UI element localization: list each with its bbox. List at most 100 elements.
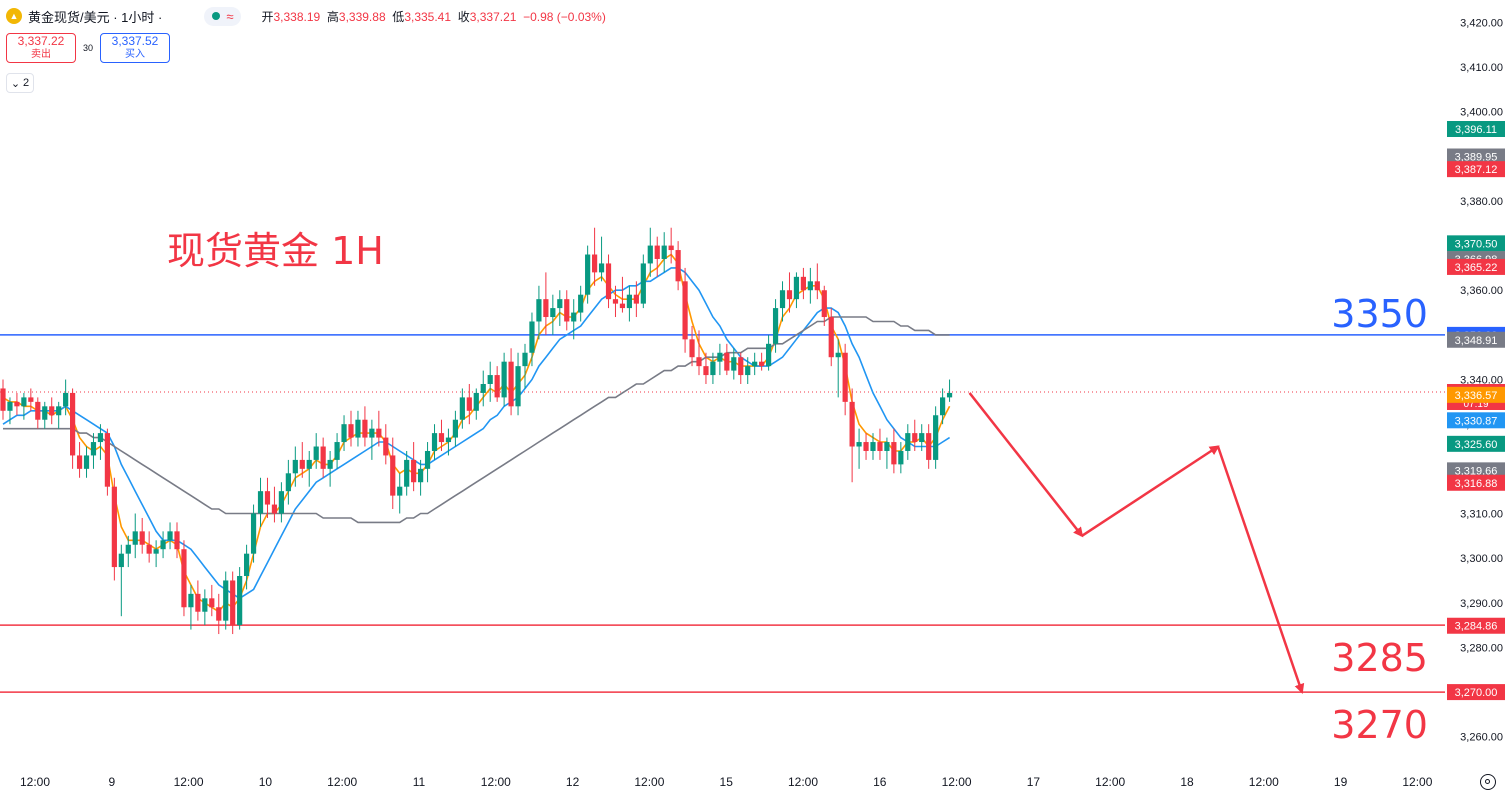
price-tag-bg	[1447, 161, 1505, 178]
time-tick-label: 12:00	[942, 775, 972, 789]
price-tag-label: 3,370.50	[1455, 238, 1498, 250]
time-tick-label: 18	[1180, 775, 1194, 789]
delayed-data-icon: ≈	[226, 8, 234, 24]
candle	[97, 424, 104, 460]
projection-arrow	[968, 392, 1084, 538]
buy-button[interactable]: 3,337.52 买入	[100, 33, 170, 63]
candle	[376, 410, 382, 447]
candle	[522, 343, 528, 389]
chart-settings-icon[interactable]	[1480, 774, 1496, 790]
time-tick-label: 12	[566, 775, 580, 789]
candle	[536, 285, 542, 340]
candle	[550, 294, 556, 335]
time-tick-label: 16	[873, 775, 887, 789]
candle	[70, 388, 76, 469]
price-tag-label: 3,284.86	[1455, 621, 1498, 633]
candle-body	[473, 392, 479, 411]
price-tag-bg	[1447, 258, 1505, 275]
market-status-pill[interactable]: ≈	[204, 6, 242, 26]
candle-body	[369, 428, 375, 438]
candle	[508, 348, 514, 416]
candle	[926, 424, 932, 469]
price-tag: 3,316.88	[1447, 474, 1505, 491]
candle	[480, 370, 486, 407]
candle	[515, 352, 521, 416]
candle-body	[21, 397, 27, 407]
candle	[919, 424, 925, 451]
candle-body	[174, 531, 180, 550]
candle	[216, 593, 222, 635]
candle-body	[863, 442, 869, 451]
candle	[174, 522, 180, 559]
candle	[313, 433, 319, 469]
candle	[828, 308, 834, 367]
price-tick-label: 3,310.00	[1460, 508, 1503, 520]
candle	[278, 482, 284, 523]
candle	[320, 437, 326, 478]
candle	[146, 531, 152, 563]
chevron-down-icon: ⌄	[10, 77, 21, 90]
candle-body	[710, 361, 716, 376]
candle	[752, 352, 758, 376]
candle	[905, 424, 911, 460]
candle-body	[578, 294, 584, 313]
candle-body	[536, 299, 542, 322]
candle	[772, 299, 779, 353]
candle-body	[807, 281, 813, 291]
candle-body	[244, 553, 250, 576]
candle	[257, 477, 264, 527]
candle	[244, 544, 250, 590]
candle-body	[278, 491, 284, 514]
time-tick-label: 12:00	[481, 775, 511, 789]
candle-body	[786, 290, 793, 300]
candle	[237, 567, 243, 630]
price-tag-label: 3,389.95	[1455, 152, 1498, 164]
time-tick-label: 12:00	[1249, 775, 1279, 789]
candle-body	[264, 491, 271, 505]
candle-body	[738, 357, 744, 376]
projection-arrow	[1081, 445, 1220, 537]
candle	[438, 419, 445, 451]
price-axis: 3,260.00 3,270.00 3,280.00 3,290.00 3,300.00…	[1445, 0, 1510, 796]
candle-body	[626, 294, 632, 309]
candle-body	[696, 357, 702, 367]
sell-button[interactable]: 3,337.22 卖出	[6, 33, 76, 63]
price-tag-bg	[1447, 148, 1505, 165]
candle-body	[14, 401, 20, 407]
candle	[786, 272, 793, 313]
candle	[619, 276, 626, 313]
candle	[418, 459, 424, 496]
candle-body	[675, 250, 681, 282]
time-tick-label: 17	[1027, 775, 1041, 789]
projection-arrows	[968, 392, 1305, 694]
candlesticks	[0, 227, 953, 635]
indicators-toggle-button[interactable]: ⌄ 2	[6, 73, 34, 93]
candle	[633, 281, 639, 318]
candle	[612, 285, 619, 318]
symbol-header: ▲ 黄金现货/美元 · 1小时 · ≈ 开3,338.19 高3,339.88 …	[6, 4, 606, 28]
candle-body	[63, 392, 69, 407]
candle-body	[759, 361, 765, 367]
candle-body	[703, 366, 709, 376]
time-tick-label: 12:00	[788, 775, 818, 789]
moving-average-line	[2, 267, 951, 600]
candle-body	[445, 437, 452, 443]
candle	[661, 232, 667, 273]
candle-body	[202, 598, 208, 612]
symbol-title[interactable]: 黄金现货/美元 · 1小时 ·	[28, 9, 163, 25]
candle-body	[654, 245, 660, 259]
candle	[766, 334, 772, 371]
price-tag-label: 3,348.91	[1455, 335, 1498, 347]
candle	[431, 424, 438, 460]
candle-body	[160, 540, 166, 550]
candle	[640, 254, 646, 309]
candle-body	[487, 375, 493, 384]
candle-body	[56, 406, 62, 416]
candle-body	[926, 433, 932, 460]
candle-body	[772, 308, 779, 344]
price-tag-bg	[1447, 462, 1505, 479]
candle-body	[188, 593, 194, 608]
candle-body	[933, 415, 939, 460]
price-tag: 3,336.57	[1447, 386, 1505, 403]
